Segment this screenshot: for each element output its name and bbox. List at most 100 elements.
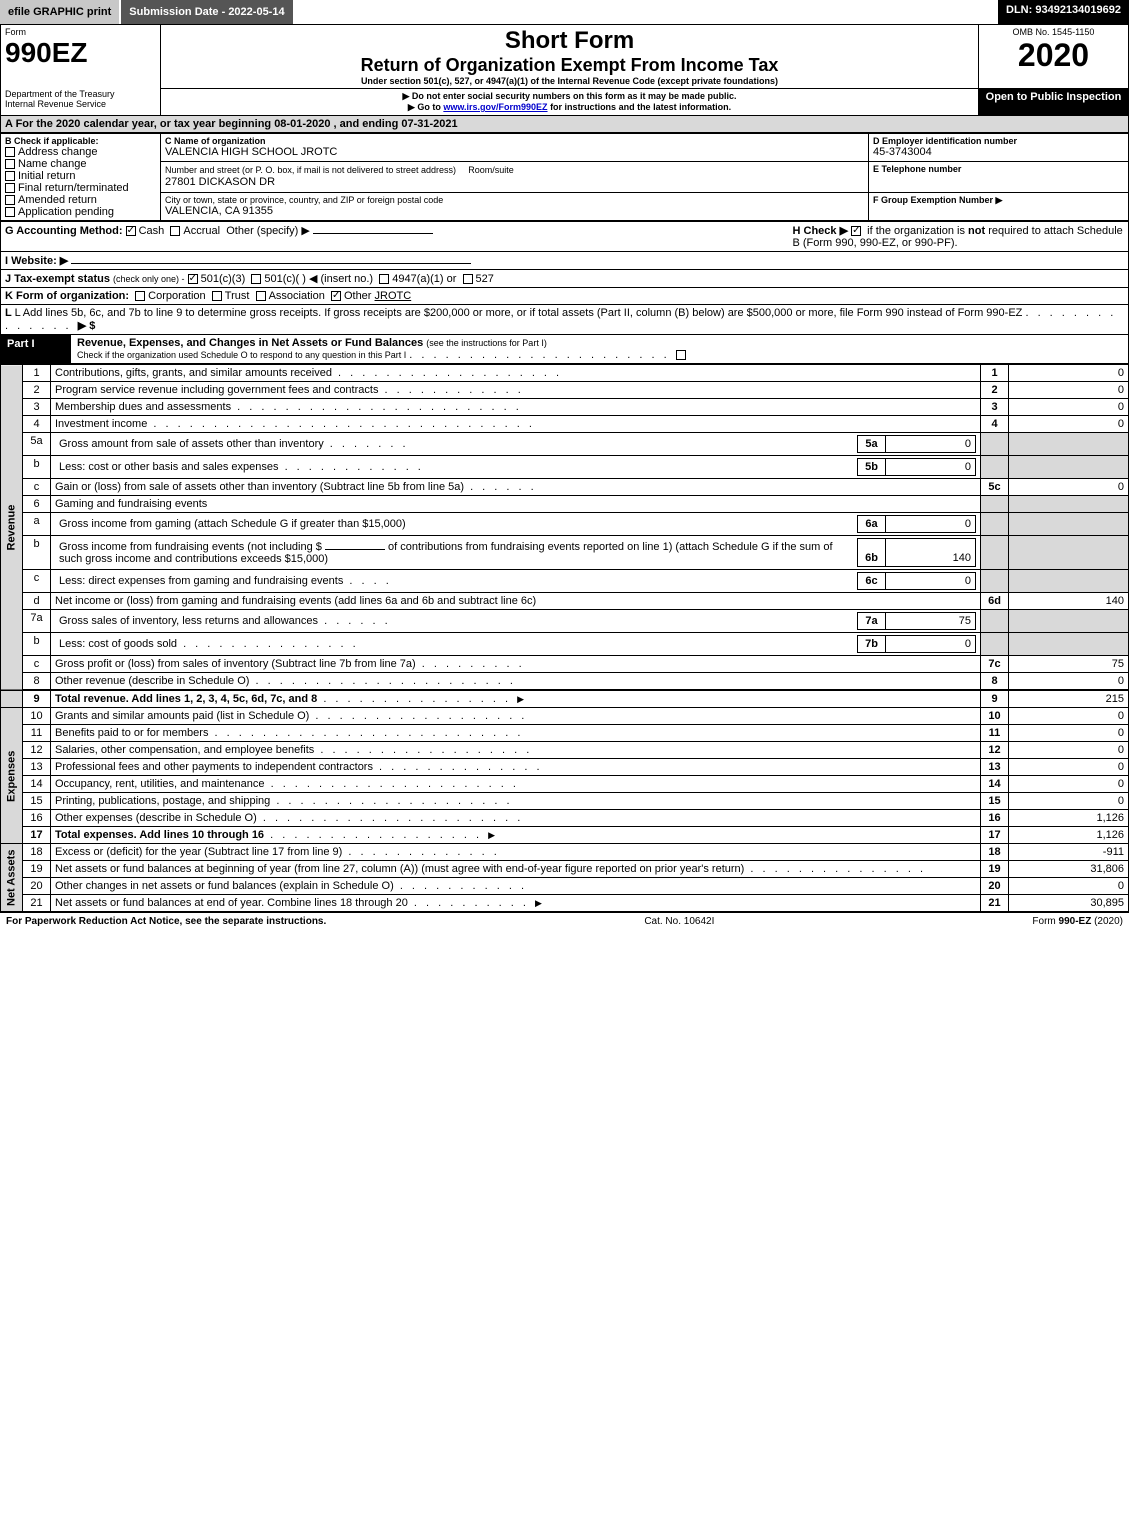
rn12: 12 bbox=[981, 742, 1009, 759]
v2: 0 bbox=[1009, 382, 1129, 399]
goto-line: ▶ Go to www.irs.gov/Form990EZ for instru… bbox=[165, 102, 974, 113]
chk-schedule-o[interactable] bbox=[676, 350, 686, 360]
shv5b bbox=[1009, 456, 1129, 479]
chk-amended[interactable]: Amended return bbox=[5, 194, 156, 206]
n7c: c bbox=[23, 656, 51, 673]
part1-heading: Revenue, Expenses, and Changes in Net As… bbox=[77, 337, 423, 349]
t20: Other changes in net assets or fund bala… bbox=[55, 880, 394, 892]
chk-pending[interactable]: Application pending bbox=[5, 206, 156, 218]
n7b: b bbox=[23, 633, 51, 656]
n18: 18 bbox=[23, 844, 51, 861]
irs-label: Internal Revenue Service bbox=[5, 99, 156, 109]
chk-name-change[interactable]: Name change bbox=[5, 158, 156, 170]
sn6a: 6a bbox=[858, 516, 886, 533]
t5b: Less: cost or other basis and sales expe… bbox=[59, 461, 279, 473]
opt-address: Address change bbox=[18, 146, 98, 158]
opt-accrual: Accrual bbox=[183, 225, 220, 237]
n6: 6 bbox=[23, 496, 51, 513]
irs-link[interactable]: www.irs.gov/Form990EZ bbox=[443, 102, 547, 112]
part1-header: Part I Revenue, Expenses, and Changes in… bbox=[0, 335, 1129, 364]
v8: 0 bbox=[1009, 673, 1129, 691]
shv6c bbox=[1009, 570, 1129, 593]
short-form-title: Short Form bbox=[165, 27, 974, 55]
v1: 0 bbox=[1009, 365, 1129, 382]
street-label: Number and street (or P. O. box, if mail… bbox=[165, 165, 456, 175]
top-bar: efile GRAPHIC print Submission Date - 20… bbox=[0, 0, 1129, 24]
chk-assoc[interactable] bbox=[256, 291, 266, 301]
n14: 14 bbox=[23, 776, 51, 793]
opt-pending: Application pending bbox=[18, 206, 114, 218]
n5c: c bbox=[23, 479, 51, 496]
taxexempt-label: J Tax-exempt status bbox=[5, 273, 110, 285]
chk-address-change[interactable]: Address change bbox=[5, 146, 156, 158]
other-method-input[interactable] bbox=[313, 233, 433, 234]
opt-amended: Amended return bbox=[18, 194, 97, 206]
chk-corp[interactable] bbox=[135, 291, 145, 301]
omb-number: OMB No. 1545-1150 bbox=[983, 27, 1124, 37]
line-h-pre: H Check ▶ bbox=[793, 225, 852, 237]
footer-mid: Cat. No. 10642I bbox=[644, 916, 714, 927]
sv5a: 0 bbox=[886, 436, 976, 453]
n1: 1 bbox=[23, 365, 51, 382]
website-input[interactable] bbox=[71, 263, 471, 264]
main-title: Return of Organization Exempt From Incom… bbox=[165, 55, 974, 76]
n13: 13 bbox=[23, 759, 51, 776]
chk-h[interactable] bbox=[851, 226, 861, 236]
gh-table: G Accounting Method: Cash Accrual Other … bbox=[0, 221, 1129, 252]
t18: Excess or (deficit) for the year (Subtra… bbox=[55, 846, 342, 858]
goto-pre: ▶ Go to bbox=[408, 102, 443, 112]
part1-num: Part I bbox=[1, 335, 71, 363]
line-l-text: L Add lines 5b, 6c, and 7b to line 9 to … bbox=[15, 307, 1023, 319]
v5c: 0 bbox=[1009, 479, 1129, 496]
chk-initial[interactable]: Initial return bbox=[5, 170, 156, 182]
arrow17 bbox=[485, 829, 498, 841]
line-l: L L Add lines 5b, 6c, and 7b to line 9 t… bbox=[0, 305, 1129, 335]
chk-trust[interactable] bbox=[212, 291, 222, 301]
topbar-spacer bbox=[295, 0, 998, 24]
chk-final[interactable]: Final return/terminated bbox=[5, 182, 156, 194]
contrib-input[interactable] bbox=[325, 549, 385, 550]
arrow9 bbox=[514, 693, 527, 705]
sn7a: 7a bbox=[858, 613, 886, 630]
shv6 bbox=[1009, 496, 1129, 513]
sv6c: 0 bbox=[886, 573, 976, 590]
shv6b bbox=[1009, 536, 1129, 570]
city-label: City or town, state or province, country… bbox=[165, 195, 864, 205]
goto-post: for instructions and the latest informat… bbox=[550, 102, 731, 112]
line-i: I Website: ▶ bbox=[0, 252, 1129, 270]
opt-name: Name change bbox=[18, 158, 87, 170]
rn1: 1 bbox=[981, 365, 1009, 382]
subtitle: Under section 501(c), 527, or 4947(a)(1)… bbox=[165, 76, 974, 86]
rn10: 10 bbox=[981, 708, 1009, 725]
street-value: 27801 DICKASON DR bbox=[165, 176, 864, 188]
chk-other-org[interactable] bbox=[331, 291, 341, 301]
t15: Printing, publications, postage, and shi… bbox=[55, 795, 270, 807]
t6a: Gross income from gaming (attach Schedul… bbox=[59, 518, 406, 530]
n6c: c bbox=[23, 570, 51, 593]
chk-501c[interactable] bbox=[251, 274, 261, 284]
dln-label: DLN: 93492134019692 bbox=[998, 0, 1129, 24]
t4: Investment income bbox=[55, 418, 147, 430]
shv7b bbox=[1009, 633, 1129, 656]
efile-button[interactable]: efile GRAPHIC print bbox=[0, 0, 121, 24]
chk-527[interactable] bbox=[463, 274, 473, 284]
v20: 0 bbox=[1009, 878, 1129, 895]
dept-treasury: Department of the Treasury bbox=[5, 89, 156, 99]
n5b: b bbox=[23, 456, 51, 479]
v18: -911 bbox=[1009, 844, 1129, 861]
chk-501c3[interactable] bbox=[188, 274, 198, 284]
chk-cash[interactable] bbox=[126, 226, 136, 236]
chk-4947[interactable] bbox=[379, 274, 389, 284]
t9: Total revenue. Add lines 1, 2, 3, 4, 5c,… bbox=[55, 693, 317, 705]
sh6b bbox=[981, 536, 1009, 570]
rn16: 16 bbox=[981, 810, 1009, 827]
ein-value: 45-3743004 bbox=[873, 146, 1124, 158]
rev-end bbox=[1, 690, 23, 708]
t16: Other expenses (describe in Schedule O) bbox=[55, 812, 257, 824]
header-table: Form 990EZ Department of the Treasury In… bbox=[0, 24, 1129, 116]
lines-table: Revenue 1 Contributions, gifts, grants, … bbox=[0, 364, 1129, 912]
n17: 17 bbox=[23, 827, 51, 844]
chk-accrual[interactable] bbox=[170, 226, 180, 236]
rn9: 9 bbox=[981, 690, 1009, 708]
footer-left: For Paperwork Reduction Act Notice, see … bbox=[6, 916, 326, 927]
